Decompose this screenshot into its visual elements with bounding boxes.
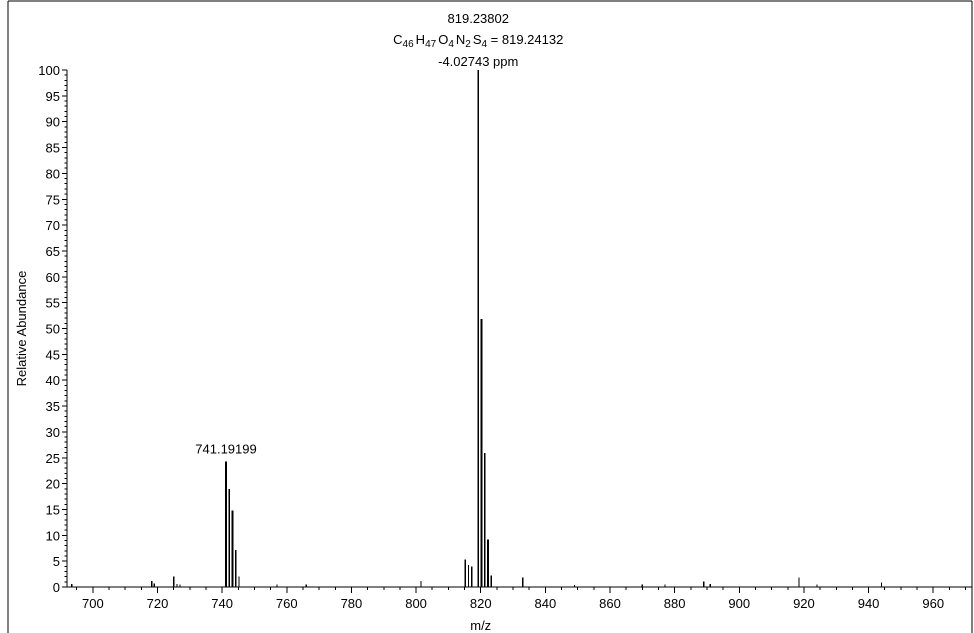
y-tick-label: 90 xyxy=(46,115,60,130)
formula-o-count: 4 xyxy=(448,39,454,50)
x-tick-label: 960 xyxy=(922,596,944,611)
y-axis-label: Relative Abundance xyxy=(14,271,29,387)
x-tick-label: 820 xyxy=(470,596,492,611)
y-tick-label: 70 xyxy=(46,218,60,233)
x-tick-label: 800 xyxy=(405,596,427,611)
formula-o-label: O xyxy=(438,32,448,47)
formula-n-count: 2 xyxy=(465,39,471,50)
x-tick-label: 780 xyxy=(341,596,363,611)
x-tick-label: 920 xyxy=(793,596,815,611)
y-tick-label: 60 xyxy=(46,270,60,285)
y-tick-label: 85 xyxy=(46,141,60,156)
x-tick-label: 720 xyxy=(147,596,169,611)
y-tick-label: 55 xyxy=(46,296,60,311)
x-tick-label: 840 xyxy=(535,596,557,611)
x-tick-label: 940 xyxy=(858,596,880,611)
y-tick-label: 35 xyxy=(46,399,60,414)
y-ticks: 0 5 10 15 20 25 30 35 40 45 50 55 60 65 70 75 80 85 90 95 10… xyxy=(38,63,67,595)
ppm-label: -4.02743 ppm xyxy=(438,54,518,69)
x-tick-label: 900 xyxy=(728,596,750,611)
x-tick-label: 880 xyxy=(664,596,686,611)
y-tick-label: 45 xyxy=(46,347,60,362)
formula-n-label: N xyxy=(456,32,465,47)
formula-h-label: H xyxy=(416,32,425,47)
formula-s-count: 4 xyxy=(482,39,488,50)
y-tick-label: 40 xyxy=(46,373,60,388)
y-tick-label: 50 xyxy=(46,322,60,337)
y-tick-label: 0 xyxy=(53,580,60,595)
y-tick-label: 15 xyxy=(46,502,60,517)
y-tick-label: 10 xyxy=(46,528,60,543)
x-tick-label: 740 xyxy=(211,596,233,611)
main-peak-label: 819.23802 xyxy=(448,11,509,26)
spectrum-peaks xyxy=(71,70,883,587)
secondary-peak-label: 741.19199 xyxy=(195,441,256,456)
y-tick-label: 20 xyxy=(46,477,60,492)
x-tick-label: 700 xyxy=(82,596,104,611)
y-tick-label: 100 xyxy=(38,63,60,78)
y-tick-label: 80 xyxy=(46,166,60,181)
x-tick-label: 860 xyxy=(599,596,621,611)
y-tick-label: 25 xyxy=(46,451,60,466)
x-ticks: 700 720 740 760 780 800 820 840 860 880 900 920 940 9… xyxy=(76,587,967,611)
x-tick-label: 760 xyxy=(276,596,298,611)
y-tick-label: 65 xyxy=(46,244,60,259)
formula-s-label: S xyxy=(473,32,482,47)
formula-value: = 819.24132 xyxy=(487,32,563,47)
x-axis-label: m/z xyxy=(470,618,491,633)
y-tick-label: 30 xyxy=(46,425,60,440)
formula-c-count: 46 xyxy=(403,39,415,50)
y-tick-label: 75 xyxy=(46,192,60,207)
formula-annotation: C46 H47 O4 N2 S4 = 819.24132 xyxy=(393,32,563,50)
formula-c-label: C xyxy=(393,32,402,47)
formula-h-count: 47 xyxy=(425,39,437,50)
y-tick-label: 95 xyxy=(46,89,60,104)
y-tick-label: 5 xyxy=(53,554,60,569)
